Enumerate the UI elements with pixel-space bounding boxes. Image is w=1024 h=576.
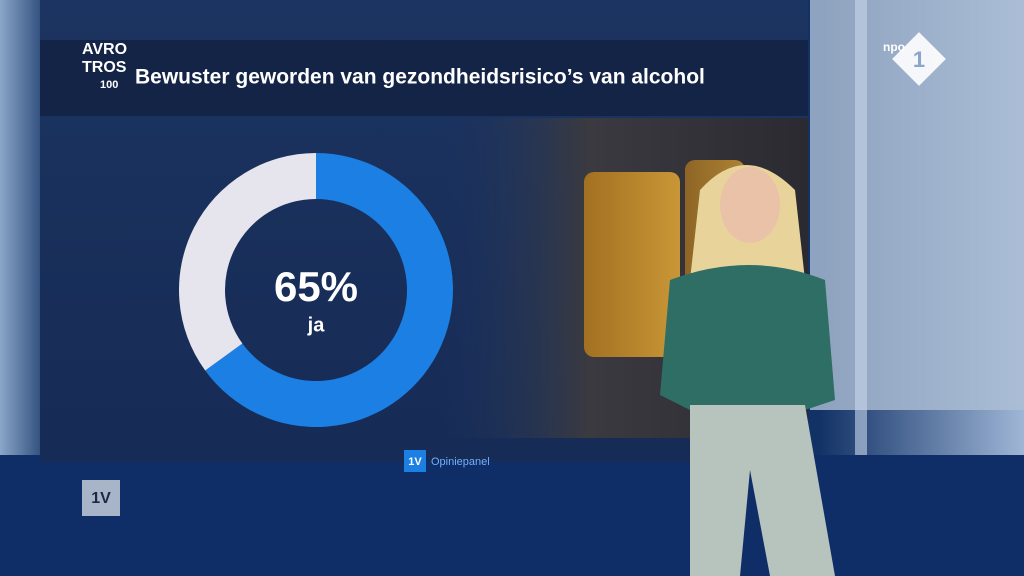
title-band (40, 40, 808, 116)
logo-line: 100 (100, 79, 118, 91)
logo: AVRO TROS 100 (82, 41, 127, 91)
wall-seam (855, 0, 867, 576)
logo-line: TROS (82, 59, 127, 76)
donut-chart (179, 153, 453, 428)
presenter-sweater (660, 265, 835, 410)
presenter-face (720, 167, 780, 243)
logo-line: AVRO (82, 41, 127, 58)
corner-badge-text: 1V (91, 490, 111, 507)
beer-glass (584, 172, 680, 357)
chart-title: Bewuster geworden van gezondheidsrisico’… (135, 66, 705, 89)
source-badge-text: 1V (408, 456, 422, 468)
source-badge (404, 450, 426, 472)
channel-brand: npo (883, 40, 905, 54)
presenter (660, 165, 835, 576)
donut-segment (179, 153, 316, 371)
center-value-label: 65% (274, 263, 358, 310)
donut-segment (205, 153, 453, 428)
channel-number: 1 (913, 47, 925, 72)
center-category-label: ja (307, 314, 326, 336)
source-name: Opiniepanel (431, 456, 490, 468)
presenter-trousers (690, 405, 835, 576)
floor (0, 455, 1024, 576)
corner-badge (82, 480, 120, 516)
